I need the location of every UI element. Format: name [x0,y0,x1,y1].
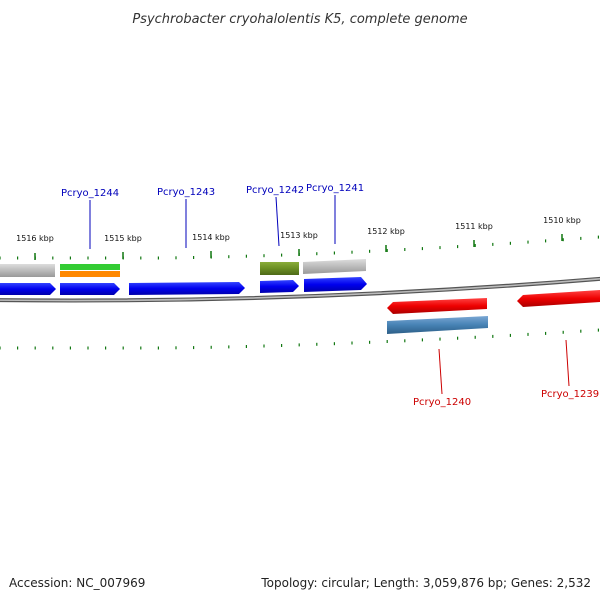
tick-1516: 1516 kbp [16,234,54,260]
leader-line [275,196,280,247]
genome-backbone-highlight [0,278,600,302]
cds-arrow-pcryo-1242[interactable] [260,280,299,293]
gray-feature-right[interactable] [303,259,366,274]
gene-name: Pcryo_1240 [413,397,471,408]
cds-arrow-left[interactable] [0,283,56,295]
tick-1514: 1514 kbp [192,233,230,258]
gene-label-pcryo-1243: Pcryo_1243 [157,187,215,248]
tick-1510: 1510 kbp [543,216,581,241]
tick-label: 1514 kbp [192,233,230,242]
gene-label-pcryo-1244: Pcryo_1244 [61,188,119,249]
cds-arrow-pcryo-1240[interactable] [387,298,487,314]
steelblue-feature[interactable] [387,316,488,334]
gene-label-pcryo-1239: Pcryo_1239 [541,339,599,400]
tick-label: 1511 kbp [455,222,493,231]
tick-label: 1512 kbp [367,227,405,236]
gray-feature-left[interactable] [0,264,55,277]
gene-label-pcryo-1242: Pcryo_1242 [246,185,304,247]
reverse-minor-ticks [0,328,600,350]
tick-1511: 1511 kbp [455,222,493,247]
tick-label: 1516 kbp [16,234,54,243]
reverse-features [387,290,600,334]
tick-label: 1513 kbp [280,231,318,240]
tick-1513: 1513 kbp [280,231,318,256]
gene-name: Pcryo_1241 [306,183,364,194]
gene-name: Pcryo_1244 [61,188,119,199]
olive-feature[interactable] [260,262,299,275]
cds-arrow-pcryo-1239[interactable] [517,290,600,307]
gene-name: Pcryo_1243 [157,187,215,198]
genome-summary-text: Topology: circular; Length: 3,059,876 bp… [260,576,591,590]
gene-name: Pcryo_1239 [541,389,599,400]
gene-label-pcryo-1240: Pcryo_1240 [413,348,471,408]
orange-feature[interactable] [60,271,120,277]
tick-1515: 1515 kbp [104,234,142,259]
leader-line [438,348,443,395]
accession-text: Accession: NC_007969 [9,576,145,590]
cds-arrow-pcryo-1241[interactable] [304,277,367,292]
tick-label: 1515 kbp [104,234,142,243]
tick-label: 1510 kbp [543,216,581,225]
cds-arrow-pcryo-1244[interactable] [60,283,120,295]
gene-name: Pcryo_1242 [246,185,304,196]
map-title: Psychrobacter cryohalolentis K5, complet… [132,12,467,27]
cds-arrow-pcryo-1243[interactable] [129,282,245,295]
tick-1512: 1512 kbp [367,227,405,252]
green-feature[interactable] [60,264,120,270]
forward-features [0,259,367,295]
leader-line [565,339,570,387]
gene-label-pcryo-1241: Pcryo_1241 [306,183,364,244]
